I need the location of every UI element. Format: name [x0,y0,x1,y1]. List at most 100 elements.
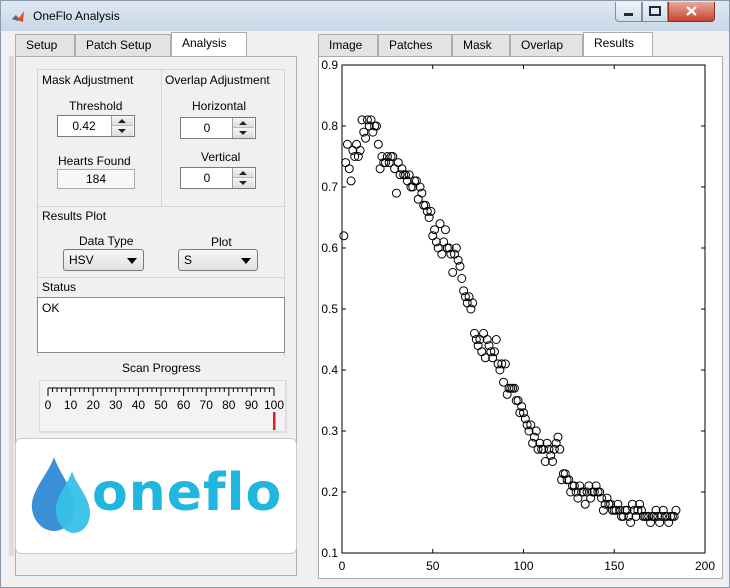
tab-results[interactable]: Results [583,32,653,56]
left-panel-scrollbar[interactable] [9,56,14,556]
arrow-down-icon [118,129,126,133]
data-point [600,499,610,509]
progress-tick-label: 80 [222,398,236,412]
data-point [361,133,371,143]
data-point [339,231,349,241]
tab-setup[interactable]: Setup [15,34,75,56]
data-point [613,499,623,509]
horizontal-increment-button[interactable] [233,118,254,128]
threshold-decrement-button[interactable] [112,126,133,136]
data-point [629,505,639,515]
data-point [669,511,679,521]
status-textbox[interactable]: OK [37,297,285,353]
data-point [627,499,637,509]
horizontal-decrement-button[interactable] [233,128,254,138]
data-point [448,267,458,277]
data-point [653,511,663,521]
tab-image[interactable]: Image [318,34,378,56]
results-scatter-chart: 0 50 100 150 200 0.1 0.2 0.3 0.4 0.5 0.6 0.7 0.8 0.9 [321,58,715,573]
data-point [595,487,605,497]
data-type-dropdown[interactable]: HSV [63,249,144,271]
data-point [457,274,467,283]
data-point [655,518,665,527]
tab-analysis[interactable]: Analysis [171,32,247,56]
x-tick-label: 200 [695,559,715,573]
vertical-decrement-button[interactable] [233,178,254,188]
data-point [435,219,445,229]
y-tick-label: 0.4 [321,363,338,377]
data-point [346,176,356,186]
data-point [651,505,661,515]
horizontal-spinner[interactable]: 0 [180,117,256,139]
plot-dropdown[interactable]: S [178,249,258,271]
data-point [542,438,552,448]
minimize-button[interactable] [615,2,642,22]
status-title: Status [42,280,77,294]
data-point [528,438,538,448]
chevron-down-icon [127,258,137,264]
y-tick-label: 0.3 [321,424,338,438]
data-point [424,213,434,222]
threshold-increment-button[interactable] [112,116,133,126]
tab-mask[interactable]: Mask [452,34,510,56]
scan-progress-title: Scan Progress [122,361,201,375]
horizontal-value[interactable]: 0 [203,121,211,135]
hearts-found-label: Hearts Found [58,154,131,168]
threshold-value[interactable]: 0.42 [72,119,96,133]
logo-text: oneflo [92,463,283,523]
y-tick-label: 0.1 [321,546,338,560]
data-point [544,444,554,454]
vertical-value[interactable]: 0 [203,171,211,185]
data-point [533,444,543,454]
data-point [355,145,365,155]
data-point [589,487,599,497]
data-point [401,170,411,180]
data-point [495,365,505,375]
maximize-button[interactable] [642,2,668,22]
y-tick-label: 0.5 [321,302,338,316]
progress-tick-label: 90 [245,398,259,412]
y-tick-label: 0.9 [321,58,338,72]
horizontal-arrows [232,118,255,138]
vertical-increment-button[interactable] [233,168,254,178]
data-point [371,121,381,131]
threshold-spinner[interactable]: 0.42 [57,115,135,137]
close-button[interactable] [668,2,715,22]
data-point [524,426,534,436]
data-point [522,420,532,430]
threshold-arrows [111,116,134,136]
vertical-spinner[interactable]: 0 [180,167,256,189]
x-tick-label: 0 [339,559,346,573]
data-point [493,359,503,369]
mask-adjustment-title: Mask Adjustment [42,73,134,87]
tab-overlap[interactable]: Overlap [510,34,583,56]
vertical-arrows [232,168,255,188]
x-tick-label: 50 [426,559,440,573]
tab-patch-setup[interactable]: Patch Setup [75,34,171,56]
data-point [515,408,525,418]
data-point [531,426,541,436]
progress-tick-label: 20 [87,398,101,412]
data-point [529,432,539,442]
title-bar[interactable]: OneFlo Analysis [1,1,729,31]
data-point [451,243,461,253]
progress-tick-label: 70 [200,398,214,412]
tab-patches[interactable]: Patches [378,34,452,56]
data-point [381,158,391,168]
data-point [622,505,632,515]
chevron-down-icon [241,258,251,264]
data-point [415,182,425,192]
progress-tick-label: 40 [132,398,146,412]
plot-area [341,64,706,554]
data-point [426,206,436,216]
progress-tick-label: 50 [154,398,168,412]
data-point [484,341,494,351]
x-tick-label: 100 [513,559,533,573]
status-text: OK [42,301,60,315]
data-point [420,200,430,210]
data-point [388,152,398,161]
y-tick-label: 0.2 [321,485,338,499]
data-point [497,359,507,369]
arrow-up-icon [118,119,126,123]
data-point [553,432,563,442]
